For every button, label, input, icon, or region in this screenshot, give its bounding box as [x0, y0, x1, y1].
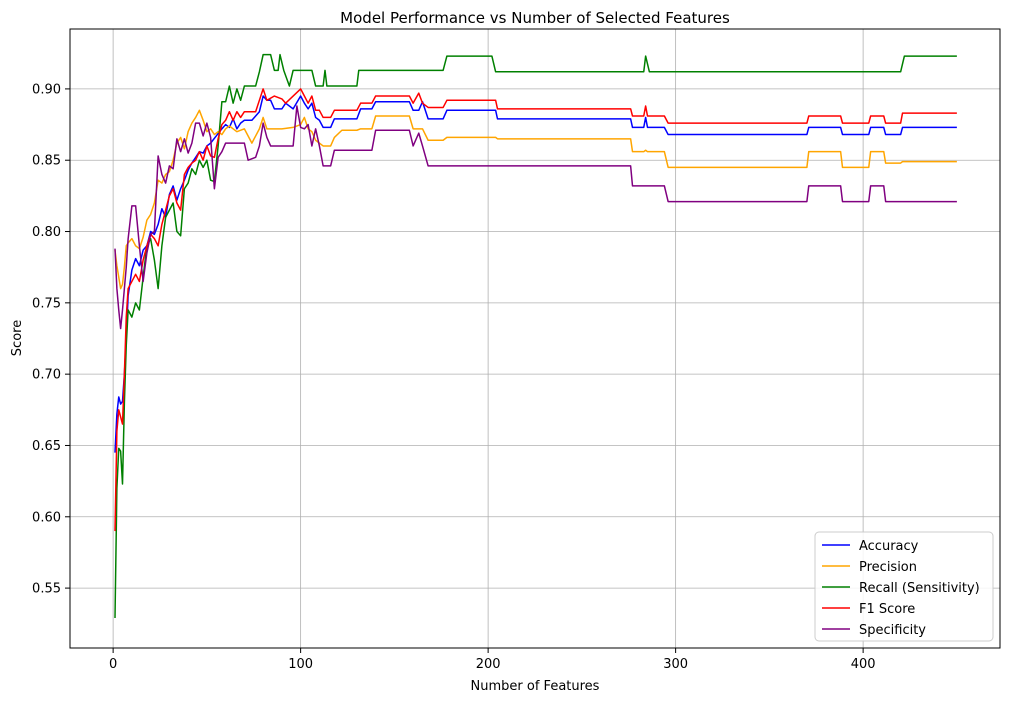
- y-axis-label: Score: [10, 320, 25, 356]
- y-tick-label: 0.55: [32, 582, 61, 597]
- x-axis-label: Number of Features: [471, 679, 600, 694]
- x-tick-label: 0: [109, 657, 117, 672]
- y-tick-label: 0.85: [32, 154, 61, 169]
- y-tick-label: 0.80: [32, 225, 61, 240]
- legend-label-f1-score: F1 Score: [859, 602, 915, 617]
- y-tick-label: 0.60: [32, 510, 61, 525]
- y-tick-label: 0.90: [32, 82, 61, 97]
- legend-label-specificity: Specificity: [859, 623, 926, 638]
- y-tick-label: 0.65: [32, 439, 61, 454]
- legend-label-recall-sensitivity: Recall (Sensitivity): [859, 581, 980, 596]
- y-tick-label: 0.70: [32, 368, 61, 383]
- legend-label-precision: Precision: [859, 560, 917, 575]
- axis-ticks: 0 100 200 300 400 0.55 0.60 0.65 0.70 0.75 0.80 0.8…: [32, 82, 875, 672]
- chart-title: Model Performance vs Number of Selected …: [340, 9, 730, 27]
- x-tick-label: 300: [663, 657, 688, 672]
- x-tick-label: 400: [851, 657, 876, 672]
- x-tick-label: 200: [476, 657, 501, 672]
- x-tick-label: 100: [288, 657, 313, 672]
- legend: Accuracy Precision Recall (Sensitivity) F1 …: [814, 531, 994, 642]
- grid: [70, 29, 1000, 648]
- series-line-precision: [114, 109, 957, 290]
- y-tick-label: 0.75: [32, 296, 61, 311]
- legend-box: [814, 531, 994, 642]
- series-line-accuracy: [114, 95, 957, 453]
- plot-frame: [69, 28, 1001, 649]
- series-line-f1-score: [114, 88, 957, 532]
- legend-label-accuracy: Accuracy: [859, 539, 919, 554]
- series-line-specificity: [114, 105, 957, 330]
- series-line-recall-sensitivity: [114, 53, 957, 619]
- series-lines: [114, 53, 957, 619]
